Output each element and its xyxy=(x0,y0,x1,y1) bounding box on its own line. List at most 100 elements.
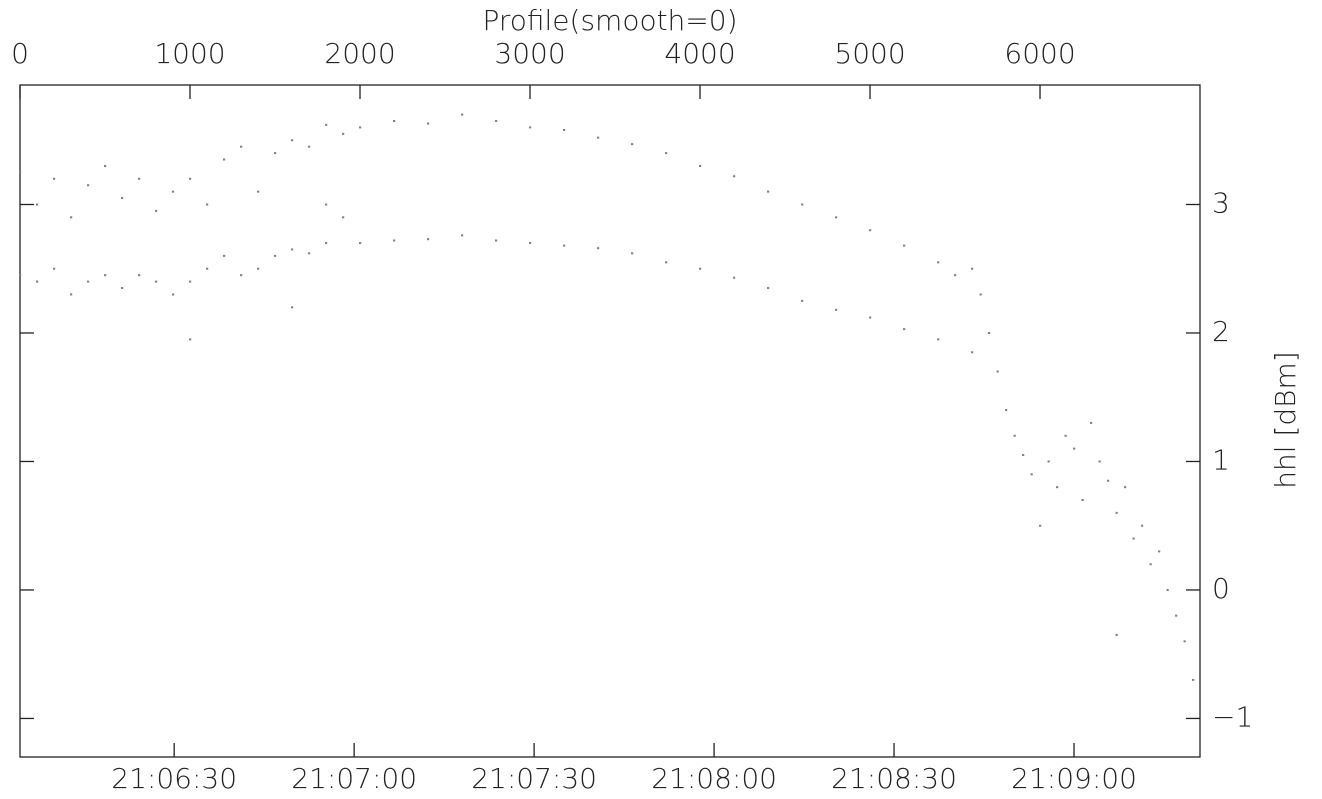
point xyxy=(36,203,39,206)
x-tick-label: 1000 xyxy=(154,37,225,70)
point xyxy=(1183,640,1186,643)
point xyxy=(19,274,22,277)
point xyxy=(240,145,243,148)
point xyxy=(223,158,226,161)
point xyxy=(461,234,464,237)
point xyxy=(1013,434,1016,437)
point xyxy=(325,242,328,245)
point xyxy=(869,316,872,319)
point xyxy=(393,119,396,122)
point xyxy=(461,113,464,116)
point xyxy=(954,274,957,277)
point xyxy=(801,203,804,206)
point xyxy=(291,139,294,142)
point xyxy=(70,216,73,219)
point xyxy=(291,248,294,251)
point xyxy=(1098,460,1101,463)
x2-tick-label: 21:09:00 xyxy=(1011,762,1137,795)
point xyxy=(1141,524,1144,527)
point xyxy=(240,274,243,277)
x-tick-label: 2000 xyxy=(324,37,395,70)
point xyxy=(835,216,838,219)
point xyxy=(937,338,940,341)
point xyxy=(529,126,532,129)
point xyxy=(529,242,532,245)
x2-tick-label: 21:07:00 xyxy=(291,762,417,795)
point xyxy=(87,184,90,187)
x2-tick-label: 21:06:30 xyxy=(111,762,237,795)
point xyxy=(325,203,328,206)
y-tick-label: 0 xyxy=(1212,572,1230,605)
point xyxy=(1107,479,1110,482)
point xyxy=(36,280,39,283)
point xyxy=(937,261,940,264)
point xyxy=(104,164,107,167)
point xyxy=(342,132,345,135)
point xyxy=(1005,409,1008,412)
x-tick-label: 6000 xyxy=(1004,37,1075,70)
point xyxy=(563,244,566,247)
point xyxy=(495,119,498,122)
point xyxy=(308,145,311,148)
point xyxy=(801,299,804,302)
point xyxy=(70,293,73,296)
point xyxy=(155,209,158,212)
point xyxy=(1081,499,1084,502)
point xyxy=(733,175,736,178)
point xyxy=(988,331,991,334)
point xyxy=(665,261,668,264)
point xyxy=(869,229,872,232)
point xyxy=(189,338,192,341)
x-tick-label: 0 xyxy=(11,37,29,70)
point xyxy=(1192,678,1195,681)
point xyxy=(342,216,345,219)
point xyxy=(699,267,702,270)
x2-tick-label: 21:08:00 xyxy=(651,762,777,795)
y-tick-label: 3 xyxy=(1212,186,1230,219)
point xyxy=(53,177,56,180)
point xyxy=(155,280,158,283)
x-tick-label: 4000 xyxy=(664,37,735,70)
point xyxy=(597,247,600,250)
point xyxy=(308,252,311,255)
point xyxy=(19,171,22,174)
point xyxy=(121,197,124,200)
point xyxy=(495,239,498,242)
point xyxy=(733,276,736,279)
point xyxy=(665,152,668,155)
point xyxy=(87,280,90,283)
point xyxy=(427,238,430,241)
point xyxy=(1166,588,1169,591)
point xyxy=(971,267,974,270)
x-tick-label: 3000 xyxy=(494,37,565,70)
point xyxy=(1039,524,1042,527)
point xyxy=(1073,447,1076,450)
point xyxy=(274,254,277,257)
point xyxy=(767,190,770,193)
point xyxy=(189,177,192,180)
point xyxy=(1047,460,1050,463)
point xyxy=(835,308,838,311)
point xyxy=(597,136,600,139)
point xyxy=(699,164,702,167)
point xyxy=(393,239,396,242)
point xyxy=(631,143,634,146)
y-tick-label: 2 xyxy=(1212,315,1230,348)
point xyxy=(172,190,175,193)
x2-tick-label: 21:08:30 xyxy=(831,762,957,795)
point xyxy=(1056,486,1059,489)
point xyxy=(563,128,566,131)
y-tick-label: −1 xyxy=(1212,700,1253,733)
point xyxy=(903,328,906,331)
point xyxy=(979,293,982,296)
point xyxy=(631,252,634,255)
x-tick-label: 5000 xyxy=(834,37,905,70)
y-axis-title: hhl [dBm] xyxy=(1269,351,1302,488)
point xyxy=(189,280,192,283)
point xyxy=(1124,486,1127,489)
point xyxy=(1132,537,1135,540)
point xyxy=(1175,614,1178,617)
point xyxy=(172,293,175,296)
chart-title: Profile(smooth=0) xyxy=(482,4,737,37)
